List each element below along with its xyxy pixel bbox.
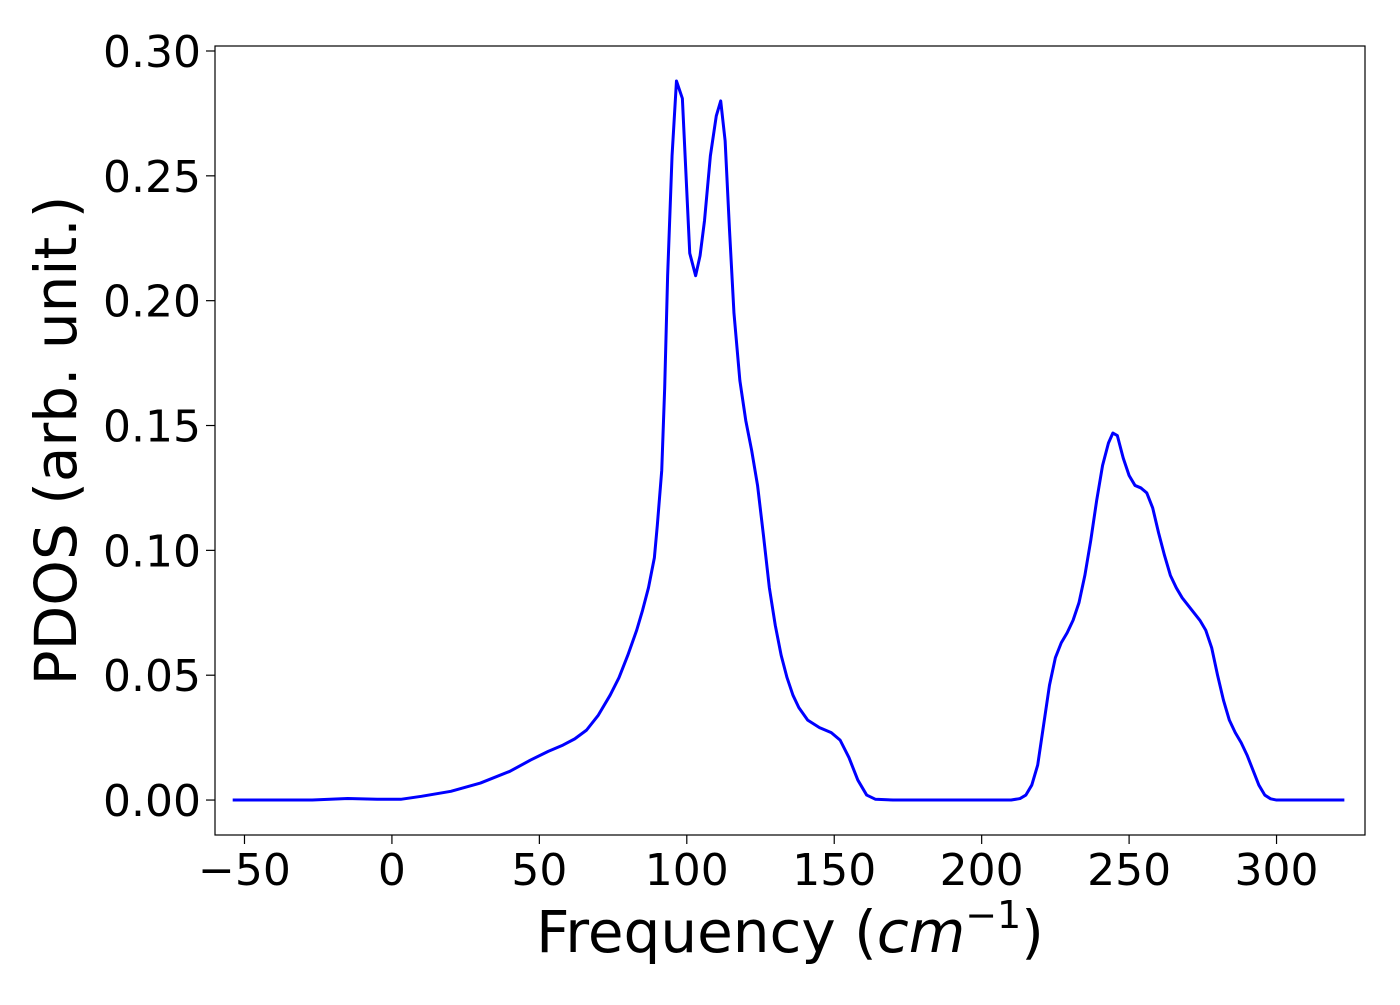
y-tick-label: 0.00 [103,776,201,827]
y-tick-label: 0.25 [103,152,201,203]
y-axis-label: PDOS (arb. unit.) [22,196,90,686]
x-tick-label: 50 [511,845,567,896]
x-tick-label: 150 [792,845,876,896]
x-tick-label: 300 [1235,845,1319,896]
plot-frame [214,45,1366,836]
x-axis-label-text: Frequency ( [536,898,877,966]
x-tick-label: 0 [378,845,406,896]
x-axis-label: Frequency (cm−1) [536,893,1044,966]
series-layer [232,79,1345,802]
x-axis: −50 0 50 100 150 200 250 300 [198,835,1319,896]
x-tick-label: 250 [1087,845,1171,896]
x-axis-label-unit: cm [877,898,965,966]
x-tick-label: 200 [940,845,1024,896]
y-tick-label: 0.30 [103,27,201,78]
y-tick-label: 0.15 [103,402,201,453]
series-line-1 [232,79,1345,802]
x-axis-label-exponent: −1 [965,893,1021,937]
y-tick-label: 0.20 [103,277,201,328]
y-tick-label: 0.10 [103,526,201,577]
x-tick-label: −50 [198,845,291,896]
x-axis-label-close: ) [1021,898,1044,966]
y-axis: 0.00 0.05 0.10 0.15 0.20 0.25 0.30 [103,27,215,827]
x-tick-label: 100 [645,845,729,896]
y-tick-label: 0.05 [103,651,201,702]
